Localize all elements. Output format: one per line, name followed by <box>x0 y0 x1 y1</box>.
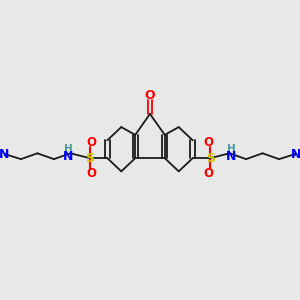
Text: H: H <box>64 144 73 154</box>
Text: O: O <box>145 89 155 102</box>
Text: S: S <box>206 152 215 165</box>
Text: O: O <box>203 136 213 149</box>
Text: H: H <box>227 144 236 154</box>
Text: O: O <box>203 167 213 180</box>
Text: O: O <box>87 136 97 149</box>
Text: S: S <box>85 152 94 165</box>
Text: N: N <box>290 148 300 161</box>
Text: N: N <box>226 150 237 163</box>
Text: N: N <box>63 150 74 163</box>
Text: N: N <box>0 148 10 161</box>
Text: O: O <box>87 167 97 180</box>
